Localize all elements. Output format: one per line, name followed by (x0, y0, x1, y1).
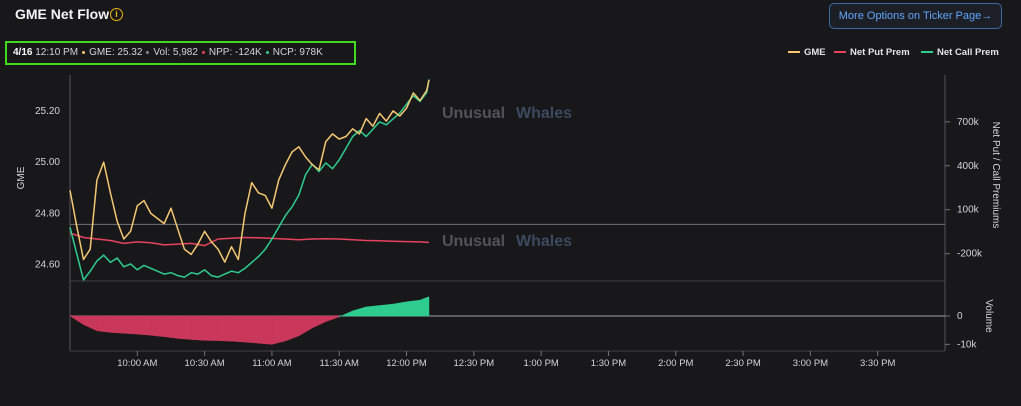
volume-bar (204, 315, 219, 341)
x-tick-label: 10:30 AM (185, 358, 225, 369)
more-options-label: More Options on Ticker Page (838, 10, 982, 22)
y-right-tick-label: 700k (957, 117, 980, 128)
tooltip-readout: 4/16 12:10 PM GME: 25.32 Vol: 5,982 NPP: -1… (5, 41, 356, 65)
y-left-axis-label: GME (16, 166, 27, 189)
npp-swatch-icon (834, 51, 846, 54)
volume-bar (163, 315, 178, 339)
readout-vol: Vol: 5,982 (153, 47, 198, 58)
readout-npp: NPP: -124K (208, 47, 262, 58)
npp-dot-icon (201, 50, 205, 54)
legend-label: Net Put Prem (850, 47, 910, 58)
legend-label: GME (804, 47, 826, 58)
readout-ncp: NCP: 978K (272, 47, 323, 58)
volume-bar (217, 315, 232, 342)
volume-bar (352, 306, 367, 317)
volume-bar (312, 315, 327, 329)
y-right-tick-label: 100k (957, 205, 980, 216)
separator-dot-icon (146, 50, 150, 54)
y-right-axis-label: Net Put / Call Premiums (990, 122, 1001, 229)
x-tick-label: 3:30 PM (860, 358, 895, 369)
volume-bar (419, 296, 430, 317)
page-title: GME Net Flow (15, 6, 110, 22)
volume-bar (177, 315, 192, 340)
arrow-right-icon: → (981, 10, 993, 22)
series-line-net-put-prem (69, 232, 430, 247)
x-tick-label: 2:00 PM (658, 358, 693, 369)
volume-bar (325, 315, 340, 323)
x-tick-label: 11:30 AM (320, 358, 360, 369)
y-right-tick-label: -200k (957, 249, 983, 260)
y-left-tick-label: 25.20 (35, 106, 60, 117)
legend-item-gme[interactable]: GME (788, 47, 826, 58)
volume-bar (110, 315, 125, 334)
series-line-gme (69, 79, 430, 263)
volume-bar (298, 315, 313, 337)
volume-bar (285, 315, 300, 342)
watermark-whales: Whales (516, 233, 572, 250)
y-right-tick-label: 400k (957, 161, 980, 172)
volume-bar (96, 315, 111, 333)
ncp-swatch-icon (921, 51, 933, 54)
volume-bar (392, 301, 407, 317)
y-left-tick-label: 24.60 (35, 260, 60, 271)
x-tick-label: 2:30 PM (725, 358, 760, 369)
readout-date: 4/16 (13, 47, 33, 58)
volume-bar (379, 303, 394, 317)
legend-item-npp[interactable]: Net Put Prem (834, 47, 910, 58)
y-left-tick-label: 25.00 (35, 157, 60, 168)
volume-tick-label: -10k (957, 339, 977, 350)
series-line-net-call-prem (69, 79, 430, 281)
volume-axis-label: Volume (983, 299, 994, 333)
watermark-unusual: Unusual (442, 105, 505, 122)
x-tick-label: 12:30 PM (454, 358, 495, 369)
watermark-unusual: Unusual (442, 233, 505, 250)
x-tick-label: 12:00 PM (386, 358, 427, 369)
volume-bar (137, 315, 152, 336)
gme-swatch-icon (788, 51, 800, 54)
info-icon[interactable]: i (110, 8, 123, 21)
volume-bar (69, 315, 84, 325)
volume-bar (231, 315, 246, 343)
volume-bar (365, 305, 380, 317)
x-tick-label: 11:00 AM (252, 358, 292, 369)
volume-bar (258, 315, 273, 345)
x-tick-label: 1:30 PM (591, 358, 626, 369)
y-left-tick-label: 24.80 (35, 208, 60, 219)
volume-bar (190, 315, 205, 341)
x-tick-label: 10:00 AM (117, 358, 157, 369)
x-tick-label: 3:00 PM (793, 358, 828, 369)
readout-gme: GME: 25.32 (89, 47, 143, 58)
legend-label: Net Call Prem (937, 47, 999, 58)
legend-item-ncp[interactable]: Net Call Prem (921, 47, 999, 58)
volume-bar (406, 299, 421, 317)
readout-time: 12:10 PM (35, 47, 79, 58)
more-options-button[interactable]: More Options on Ticker Page→ (829, 3, 1002, 29)
watermark-whales: Whales (516, 105, 572, 122)
volume-bar (150, 315, 165, 337)
volume-bar (271, 315, 286, 345)
volume-bar (338, 310, 353, 318)
volume-bar (83, 315, 98, 332)
x-tick-label: 1:00 PM (523, 358, 558, 369)
volume-bar (123, 315, 138, 335)
volume-bar (244, 315, 259, 344)
ncp-dot-icon (265, 50, 269, 54)
volume-tick-label: 0 (957, 311, 963, 322)
gme-dot-icon (82, 50, 86, 54)
